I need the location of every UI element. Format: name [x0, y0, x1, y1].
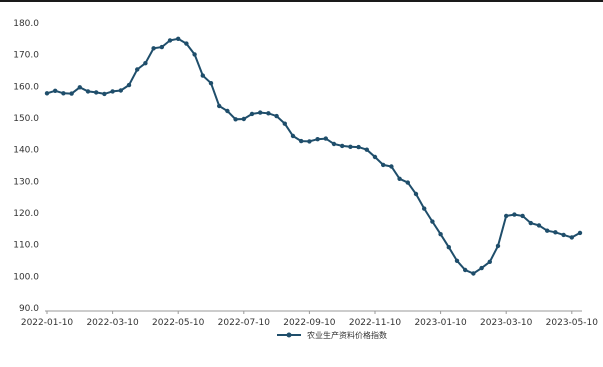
- y-tick-label: 120.0: [13, 209, 39, 219]
- data-point: [53, 88, 58, 94]
- data-point: [536, 223, 542, 228]
- data-point: [118, 88, 124, 93]
- x-axis-ticks: [46, 311, 573, 314]
- data-point: [77, 85, 83, 90]
- data-point: [405, 180, 410, 185]
- x-tick-label: 2022-01-10: [21, 318, 74, 328]
- data-point: [479, 265, 484, 271]
- data-point: [315, 137, 320, 142]
- data-point: [135, 67, 140, 72]
- series-points: [44, 36, 583, 276]
- y-tick-label: 140.0: [13, 146, 39, 156]
- data-point: [274, 113, 279, 119]
- y-tick-label: 170.0: [13, 51, 39, 61]
- data-point: [176, 36, 181, 41]
- data-point: [364, 147, 369, 152]
- data-point: [422, 206, 427, 211]
- data-point: [340, 143, 345, 149]
- x-tick-label: 2022-03-10: [86, 318, 139, 328]
- y-tick-label: 100.0: [13, 272, 39, 282]
- data-point: [200, 73, 205, 78]
- data-point: [323, 136, 328, 141]
- data-point: [430, 219, 435, 224]
- data-point: [381, 162, 386, 168]
- data-point: [167, 38, 173, 43]
- data-point: [249, 111, 255, 117]
- y-tick-label: 110.0: [13, 241, 39, 251]
- data-point: [192, 52, 197, 57]
- x-tick-label: 2022-09-10: [283, 318, 336, 328]
- data-point: [61, 91, 66, 96]
- data-point: [94, 90, 99, 95]
- data-point: [159, 44, 164, 50]
- legend: 农业生产资料价格指数: [277, 330, 387, 340]
- data-point: [282, 121, 287, 126]
- data-point: [299, 138, 304, 144]
- data-point: [290, 133, 296, 139]
- data-point: [348, 144, 353, 149]
- data-point: [184, 41, 189, 46]
- data-point: [471, 271, 476, 276]
- data-point: [553, 230, 558, 235]
- data-point: [504, 213, 509, 219]
- data-point: [446, 245, 451, 250]
- data-point: [258, 110, 263, 115]
- data-point: [331, 141, 337, 147]
- data-point: [266, 111, 271, 116]
- data-point: [208, 81, 214, 86]
- data-point: [217, 103, 222, 109]
- data-point: [512, 212, 517, 217]
- series-line: [46, 37, 581, 275]
- data-point: [126, 82, 132, 88]
- x-axis-labels: 2022-01-10 2022-03-10 2022-05-10 2022-07-10…: [21, 318, 599, 328]
- x-tick-label: 2022-05-10: [152, 318, 205, 328]
- data-point: [102, 91, 107, 97]
- x-tick-label: 2023-05-10: [546, 318, 599, 328]
- y-tick-label: 150.0: [13, 114, 39, 124]
- data-point: [225, 108, 230, 114]
- data-point: [454, 258, 460, 263]
- data-point: [110, 89, 115, 94]
- x-tick-label: 2022-07-10: [218, 318, 271, 328]
- data-point: [233, 117, 238, 122]
- y-axis-labels: 180.0 170.0 160.0 150.0 140.0 130.0 120.0 110.0…: [13, 19, 39, 314]
- data-point: [44, 91, 50, 96]
- data-point: [520, 213, 525, 219]
- y-tick-label: 160.0: [13, 82, 39, 92]
- data-point: [569, 235, 574, 240]
- data-point: [241, 116, 246, 122]
- data-point: [528, 220, 533, 226]
- top-border: [0, 0, 603, 2]
- x-tick-label: 2022-11-10: [349, 318, 402, 328]
- data-point: [438, 232, 443, 237]
- data-point: [561, 232, 566, 238]
- x-tick-label: 2023-03-10: [480, 318, 533, 328]
- data-point: [307, 139, 312, 144]
- data-point: [85, 89, 91, 94]
- data-point: [151, 46, 156, 51]
- x-tick-label: 2023-01-10: [414, 318, 467, 328]
- data-point: [545, 228, 550, 233]
- data-point: [389, 164, 394, 169]
- data-point: [577, 230, 583, 236]
- data-point: [372, 154, 378, 160]
- legend-marker-swatch: [286, 332, 292, 338]
- y-tick-label: 130.0: [13, 177, 39, 187]
- data-point: [69, 91, 74, 96]
- legend-series-name: 农业生产资料价格指数: [307, 330, 387, 340]
- data-point: [397, 176, 402, 181]
- y-tick-label: 90.0: [19, 304, 39, 314]
- data-point: [487, 259, 492, 264]
- data-point: [495, 243, 501, 249]
- data-point: [463, 267, 468, 273]
- y-tick-label: 180.0: [13, 19, 39, 29]
- data-point: [143, 61, 148, 66]
- data-point: [356, 144, 361, 150]
- data-point: [413, 191, 419, 197]
